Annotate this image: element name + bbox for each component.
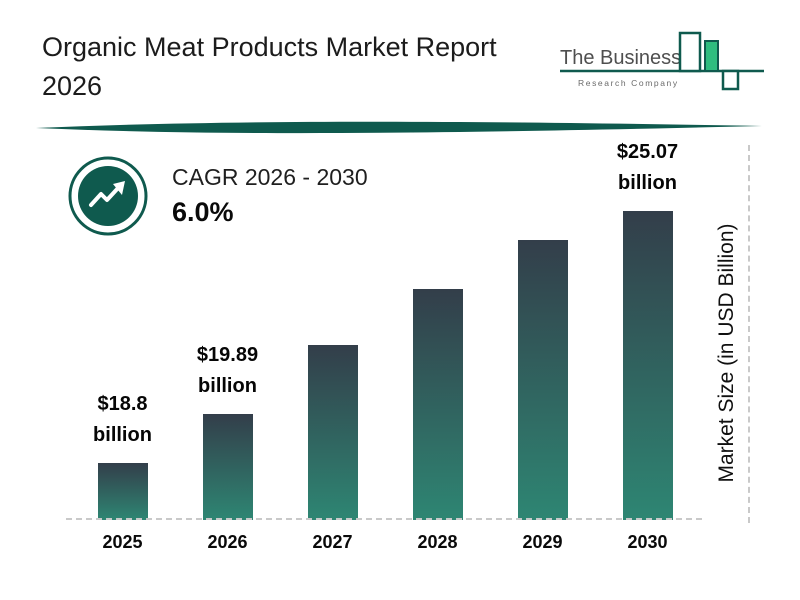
- logo-bar-small: [721, 69, 740, 91]
- cagr-text: CAGR 2026 - 2030 6.0%: [172, 164, 368, 228]
- bar-slot-2029: [490, 140, 595, 520]
- bar-2026: [202, 414, 253, 520]
- bar-value-label-2025: $18.8 billion: [93, 393, 152, 446]
- logo-bar-tall: [678, 31, 702, 73]
- bar-2029: [517, 240, 568, 520]
- logo-subname: Research Company: [578, 78, 679, 88]
- right-dashed-line: [748, 145, 750, 523]
- page-title: Organic Meat Products Market Report 2026: [42, 32, 497, 102]
- bar-slot-2028: [385, 140, 490, 520]
- bar-2025: [97, 463, 148, 520]
- divider-shape: [36, 121, 762, 134]
- chart-baseline: [66, 518, 702, 520]
- bar-slot-2025: $18.8 billion: [70, 140, 175, 520]
- bar-slot-2026: $19.89 billion: [175, 140, 280, 520]
- x-axis-label-2026: 2026: [207, 532, 248, 552]
- bar-slot-2030: $25.07 billion: [595, 140, 700, 520]
- x-axis-label-2030: 2030: [627, 532, 668, 552]
- bar-2028: [412, 289, 463, 520]
- bar-value-label-2030: $25.07 billion: [616, 141, 679, 194]
- x-axis-label-2029: 2029: [522, 532, 563, 552]
- x-axis-label-2028: 2028: [417, 532, 458, 552]
- logo-name: The Business: [560, 47, 681, 69]
- bar-chart-bars: $18.8 billion $19.89 billion $25.07 billion: [70, 140, 700, 520]
- company-logo: The Business Research Company: [558, 26, 768, 98]
- bar-chart: $18.8 billion $19.89 billion $25.07 billion: [66, 140, 702, 520]
- trend-up-icon: [66, 154, 150, 238]
- bar-chart-logo-icon: The Business Research Company: [560, 31, 764, 91]
- x-axis-labels: 2025 2026 2027 2028 2029 2030: [70, 532, 700, 553]
- logo-bar-green: [704, 40, 719, 72]
- divider-path: [36, 121, 762, 134]
- x-axis-label-2027: 2027: [312, 532, 353, 552]
- cagr-block: CAGR 2026 - 2030 6.0%: [66, 154, 368, 238]
- bar-2027: [307, 345, 358, 520]
- bar-2030: [622, 211, 673, 520]
- bar-slot-2027: [280, 140, 385, 520]
- bar-value-label-2026: $19.89 billion: [196, 344, 259, 397]
- x-axis-label-2025: 2025: [102, 532, 143, 552]
- cagr-value: 6.0%: [172, 197, 234, 227]
- y-axis-label: Market Size (in USD Billion): [715, 223, 738, 483]
- cagr-label: CAGR 2026 - 2030: [172, 164, 368, 190]
